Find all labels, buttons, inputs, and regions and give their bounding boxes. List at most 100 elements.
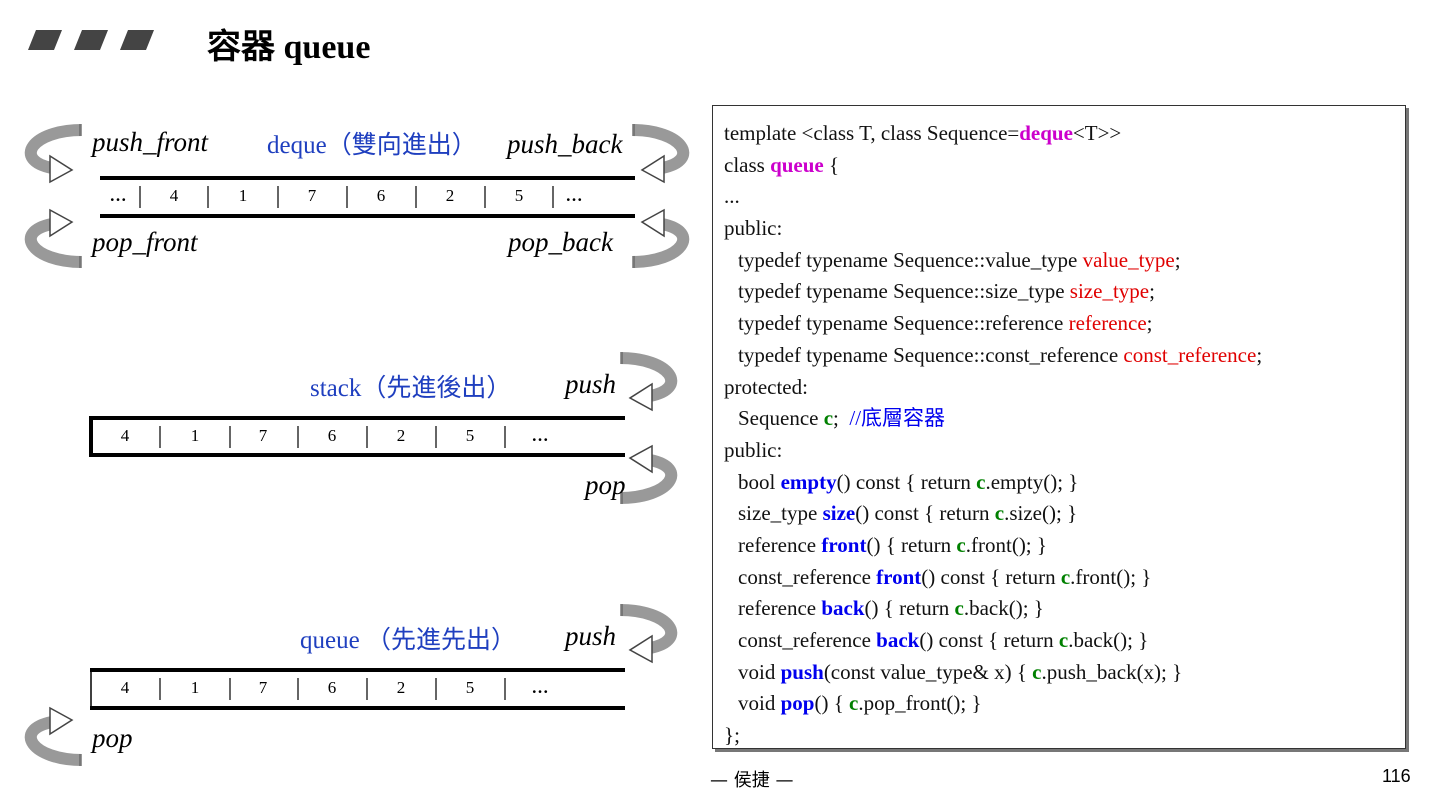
code-token: void (738, 659, 781, 684)
code-token: size (822, 501, 856, 526)
cell: … (110, 186, 127, 205)
code-line: void pop() { c.pop_front(); } (724, 688, 1405, 720)
code-token: value_type (1082, 247, 1175, 272)
code-token: public: (724, 437, 783, 462)
code-token: queue (770, 152, 824, 177)
pop-back: pop_back (506, 227, 614, 257)
code-token: () const { return (836, 469, 977, 494)
code-token: back (821, 596, 865, 621)
code-line: typedef typename Sequence::size_type siz… (724, 276, 1405, 308)
code-token: () { return (866, 532, 957, 557)
code-token: .size(); } (1004, 501, 1078, 526)
code-token: () { (814, 691, 850, 716)
code-token: template <class T, class Sequence= (724, 121, 1020, 145)
code-line: protected: (724, 372, 1405, 404)
code-token: ; (1256, 342, 1263, 367)
code-line: reference back() { return c.back(); } (724, 593, 1405, 625)
code-token: c (1058, 628, 1069, 652)
code-token: () { return (864, 596, 955, 621)
footer-author: — 侯捷 — (710, 770, 794, 791)
code-token: ... (724, 184, 740, 209)
code-token: const_reference (738, 564, 877, 589)
code-token: .front(); } (1070, 564, 1152, 589)
code-token: Sequence (738, 406, 824, 431)
code-token: reference (738, 596, 822, 621)
code-token: .back(); } (963, 596, 1044, 621)
code-line: ... (724, 181, 1405, 213)
code-line: class queue { (724, 150, 1405, 182)
page-number: 116 (1382, 766, 1411, 786)
code-box: template <class T, class Sequence=deque<… (712, 105, 1406, 749)
code-token: .empty(); } (985, 469, 1079, 494)
cell: 5 (515, 186, 524, 205)
deque-label: deque（雙向進出） (267, 131, 477, 159)
code-token: void (738, 691, 781, 716)
code-token: deque (1019, 121, 1073, 145)
code-token: size_type (1069, 279, 1150, 304)
title: 容器 queue (207, 28, 370, 66)
code-token: size_type (738, 501, 823, 526)
code-line: const_reference back() const { return c.… (724, 625, 1405, 657)
code-token: () const { return (919, 628, 1059, 652)
queue-pop: pop (90, 723, 133, 753)
code-token: c (1032, 659, 1042, 684)
push-back: push_back (505, 129, 623, 159)
cell: 1 (191, 426, 200, 445)
code-token: const_reference (738, 628, 877, 652)
code-token: }; (724, 723, 740, 748)
code-token: c (849, 691, 859, 716)
code-token: front (876, 564, 922, 589)
code-token: ; (1149, 279, 1155, 304)
cell: 7 (308, 186, 317, 205)
code-token: c (954, 596, 964, 621)
code-token: back (876, 628, 920, 652)
cell: … (532, 678, 549, 697)
code-token: .push_back(x); } (1041, 659, 1183, 684)
code-token: c (976, 469, 986, 494)
queue-push: push (563, 621, 616, 651)
code-token: typedef typename Sequence::reference (738, 311, 1069, 336)
code-token: typedef typename Sequence::size_type (738, 279, 1070, 304)
cell: 7 (259, 426, 268, 445)
code-token: .back(); } (1068, 628, 1149, 652)
code-token: ; (1174, 247, 1181, 272)
code-line: const_reference front() const { return c… (724, 562, 1405, 594)
code-token: pop (780, 691, 815, 716)
cell: … (566, 186, 583, 205)
code-line: bool empty() const { return c.empty(); } (724, 467, 1405, 499)
pop-front: pop_front (90, 227, 199, 257)
code-token: ; (833, 406, 850, 431)
code-token: protected: (724, 374, 808, 399)
code-token: bool (738, 469, 781, 494)
cell: 5 (466, 426, 475, 445)
code-token: (const value_type& x) { (823, 659, 1033, 684)
cell: 4 (121, 426, 130, 445)
code-token: { (823, 152, 840, 177)
stack-pop: pop (583, 470, 626, 500)
code-token: ; (1146, 311, 1153, 336)
code-token: //底層容器 (849, 406, 946, 431)
code-token: c (956, 532, 966, 557)
code-line: typedef typename Sequence::const_referen… (724, 340, 1405, 372)
code-token: c (994, 501, 1005, 526)
cell: 7 (259, 678, 268, 697)
code-line: size_type size() const { return c.size()… (724, 498, 1405, 530)
code-line: typedef typename Sequence::reference ref… (724, 308, 1405, 340)
push-front: push_front (90, 127, 210, 157)
cell: 2 (397, 426, 406, 445)
code-token: push (780, 659, 824, 684)
cell: 4 (170, 186, 179, 205)
code-token: <T>> (1072, 121, 1122, 145)
code-line: reference front() { return c.front(); } (724, 530, 1405, 562)
cell: … (532, 426, 549, 445)
cell: 5 (466, 678, 475, 697)
code-token: () const { return (855, 501, 995, 526)
code-token: typedef typename Sequence::value_type (738, 247, 1083, 272)
stack-label: stack（先進後出） (310, 374, 511, 402)
code-token: typedef typename Sequence::const_referen… (738, 342, 1124, 367)
code-token: const_reference (1123, 342, 1257, 367)
code-token: public: (724, 216, 783, 241)
cell: 1 (239, 186, 248, 205)
code-line: typedef typename Sequence::value_type va… (724, 245, 1405, 277)
